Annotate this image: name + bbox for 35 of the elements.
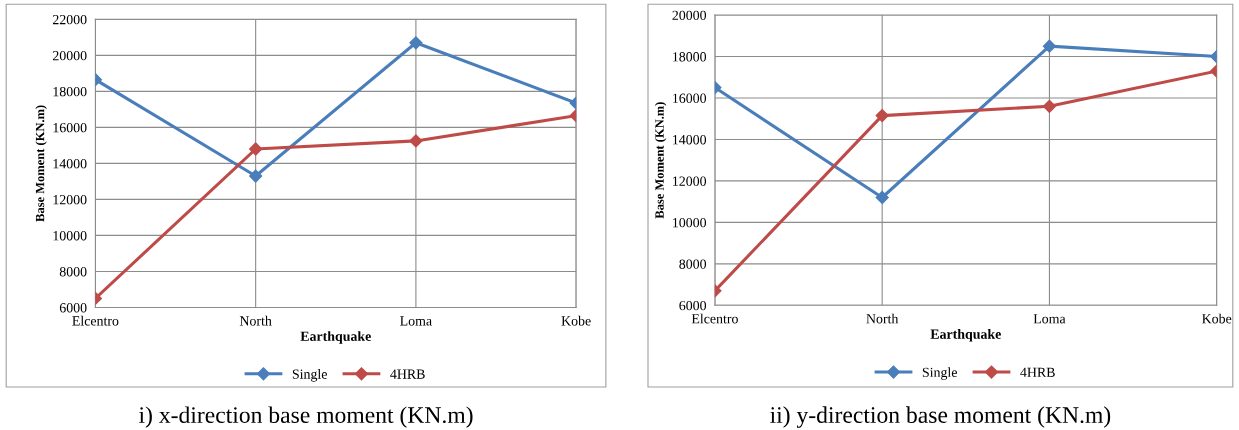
y-tick-label: 14000 xyxy=(53,158,87,169)
x-axis-title: Earthquake xyxy=(300,331,371,344)
y-tick-label: 16000 xyxy=(53,122,87,133)
y-axis-title: Base Moment (KN.m) xyxy=(654,102,667,219)
y-tick-label: 14000 xyxy=(673,135,707,145)
y-tick-label: 12000 xyxy=(53,195,87,205)
x-tick-label: Loma xyxy=(400,316,432,326)
x-tick-label: Elcentro xyxy=(691,313,738,324)
y-tick-label: 18000 xyxy=(53,86,87,97)
x-tick-label: Elcentro xyxy=(72,315,119,326)
y-tick-label: 10000 xyxy=(53,231,87,241)
text: ii) y-direction base moment (KN.m) xyxy=(770,406,1111,428)
y-tick-label: 20000 xyxy=(672,10,707,21)
y-tick-label: 8000 xyxy=(59,267,87,277)
y-tick-label: 20000 xyxy=(52,50,87,61)
legend-label: 4HRB xyxy=(390,369,425,379)
y-tick-label: 8000 xyxy=(679,259,707,269)
y-tick-label: 22000 xyxy=(52,14,87,25)
x-tick-label: North xyxy=(239,315,272,326)
x-tick-label: Kobe xyxy=(561,315,591,326)
legend-label: 4HRB xyxy=(1020,367,1055,377)
y-axis-title: Base Moment (KN.m) xyxy=(35,105,47,222)
x-tick-label: Loma xyxy=(1033,314,1066,324)
legend-label: Single xyxy=(922,367,957,380)
y-tick-label: 6000 xyxy=(679,300,707,311)
text: i) x-direction base moment (KN.m) xyxy=(139,406,473,428)
y-tick-label: 12000 xyxy=(673,176,707,186)
x-axis-title: Earthquake xyxy=(930,329,1001,342)
x-tick-label: North xyxy=(866,313,899,324)
y-tick-label: 10000 xyxy=(673,217,707,228)
y-tick-label: 18000 xyxy=(673,52,707,62)
legend-label: Single xyxy=(292,369,327,382)
y-tick-label: 6000 xyxy=(59,303,87,313)
x-tick-label: Kobe xyxy=(1202,313,1232,324)
y-tick-label: 16000 xyxy=(673,93,707,103)
